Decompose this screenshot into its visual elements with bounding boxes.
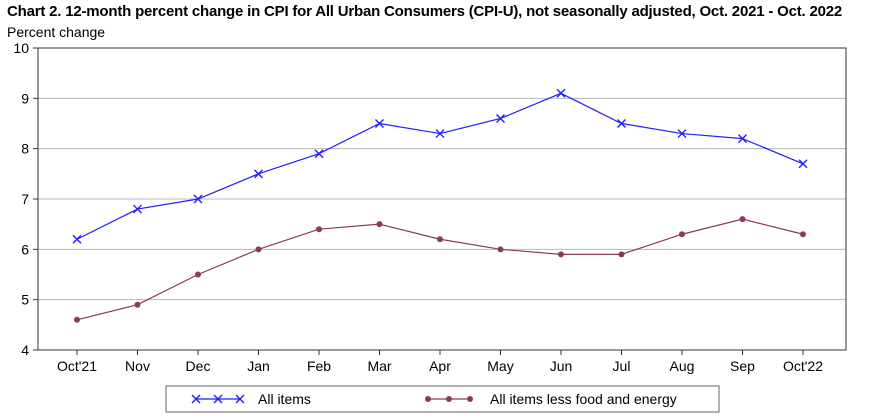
data-point <box>191 394 201 404</box>
series-layer <box>72 88 808 323</box>
gridlines <box>38 97 846 301</box>
chart-title: Chart 2. 12-month percent change in CPI … <box>7 3 843 20</box>
series-line <box>76 218 804 321</box>
x-tick-label: Oct'21 <box>57 358 97 374</box>
data-point <box>618 251 625 258</box>
data-point <box>497 246 504 253</box>
data-point <box>72 234 82 244</box>
data-point <box>235 394 245 404</box>
y-tick-label: 6 <box>21 241 29 257</box>
x-tick-label: Jan <box>247 358 270 374</box>
data-point <box>617 119 626 128</box>
data-point <box>738 134 747 144</box>
series-0 <box>72 88 808 244</box>
legend-item: All items less food and energy <box>425 391 677 407</box>
x-tick-label: Aug <box>670 358 695 374</box>
x-tick-label: Mar <box>367 358 391 374</box>
x-tick-label: Jun <box>550 358 573 374</box>
x-tick-label: Nov <box>125 358 150 374</box>
data-point <box>375 119 384 128</box>
data-point <box>437 236 443 243</box>
data-point <box>254 169 263 179</box>
x-tick-label: May <box>487 358 513 374</box>
y-tick-label: 8 <box>21 141 29 157</box>
data-point <box>467 396 473 402</box>
data-point <box>679 231 685 238</box>
y-axis-ticks: 4 5 6 7 8 9 10 <box>13 40 38 358</box>
data-point <box>376 221 383 228</box>
series-line <box>76 92 804 240</box>
y-tick-label: 9 <box>21 90 29 106</box>
y-axis-label: Percent change <box>7 24 106 40</box>
y-tick-label: 4 <box>21 342 29 358</box>
data-point <box>255 246 262 253</box>
y-tick-label: 7 <box>21 191 29 207</box>
data-point <box>193 194 203 204</box>
data-point <box>800 231 806 238</box>
data-point <box>133 204 142 214</box>
x-axis-ticks: Oct'21 Nov Dec Jan Feb Mar Apr May Jun Jul Aug Sep O… <box>57 350 823 374</box>
data-point <box>425 396 431 402</box>
data-point <box>798 159 808 169</box>
series-1 <box>74 216 806 323</box>
data-point <box>677 129 687 139</box>
data-point <box>435 129 445 139</box>
data-point <box>316 226 322 233</box>
data-point <box>314 149 324 159</box>
x-tick-label: Sep <box>730 358 755 374</box>
data-point <box>556 88 566 98</box>
legend-label: All items <box>258 391 311 407</box>
x-tick-label: Apr <box>429 358 451 374</box>
legend-label: All items less food and energy <box>490 391 677 407</box>
x-tick-label: Dec <box>186 358 211 374</box>
x-tick-label: Oct'22 <box>783 358 823 374</box>
data-point <box>195 271 201 278</box>
x-tick-label: Jul <box>613 358 631 374</box>
legend-item: All items <box>191 391 311 407</box>
y-tick-label: 10 <box>13 40 29 56</box>
data-point <box>134 301 141 308</box>
data-point <box>558 251 564 258</box>
legend: All items All items less food and energy <box>165 385 720 413</box>
data-point <box>739 216 746 223</box>
data-point <box>74 316 80 323</box>
data-point <box>213 394 223 404</box>
y-tick-label: 5 <box>21 292 29 308</box>
data-point <box>446 396 452 402</box>
data-point <box>496 113 505 123</box>
x-tick-label: Feb <box>307 358 331 374</box>
